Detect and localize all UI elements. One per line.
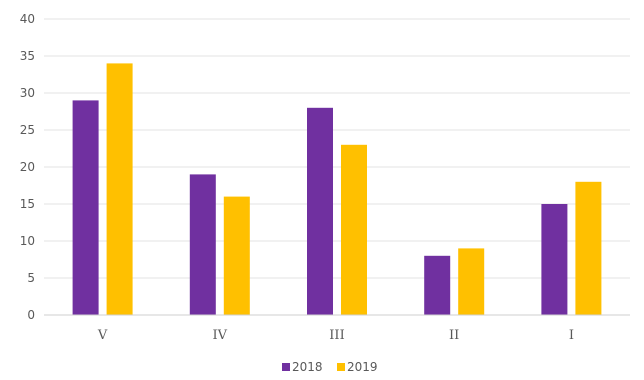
bar-2019-II [458, 248, 485, 315]
legend-label-2018: 2018 [292, 360, 323, 374]
x-tick-label: I [569, 328, 574, 343]
y-tick-label: 25 [20, 123, 35, 137]
y-tick-label: 15 [20, 197, 35, 211]
y-tick-label: 10 [20, 234, 35, 248]
grid-lines [44, 18, 630, 279]
y-tick-label: 35 [20, 49, 35, 63]
legend-label-2019: 2019 [347, 360, 378, 374]
y-tick-label: 30 [20, 86, 35, 100]
legend-swatch-2019 [337, 363, 345, 371]
x-tick-label: II [449, 328, 459, 343]
y-tick-label: 40 [20, 12, 35, 26]
bar-2019-V [106, 63, 133, 316]
legend: 2018 2019 [282, 360, 378, 374]
bar-2019-IV [223, 196, 250, 315]
y-tick-label: 0 [27, 308, 35, 322]
bar-2018-IV [189, 174, 216, 315]
y-tick-label: 5 [27, 271, 35, 285]
bar-2018-V [72, 100, 99, 316]
y-tick-label: 20 [20, 160, 35, 174]
bar-2018-I [541, 204, 568, 315]
x-tick-label: III [329, 328, 344, 343]
bars [72, 63, 602, 316]
bar-2018-III [307, 107, 333, 315]
bar-2018-II [424, 255, 451, 315]
x-tick-label: IV [213, 328, 228, 343]
y-axis-ticks: 0 5 10 15 20 25 30 35 40 [20, 12, 35, 322]
bar-2019-I [575, 181, 602, 315]
bar-2019-III [341, 144, 367, 315]
x-axis: V IV III II I [44, 314, 630, 343]
x-tick-label: V [97, 328, 108, 343]
legend-swatch-2018 [282, 363, 290, 371]
